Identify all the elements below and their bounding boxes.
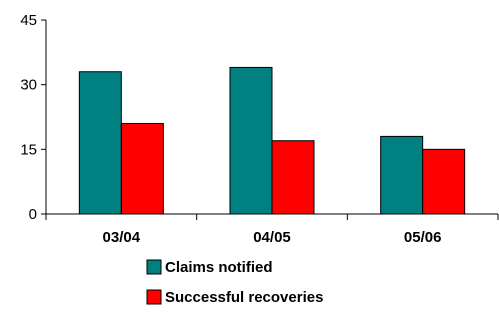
legend-swatch — [146, 289, 162, 305]
bar-successful-recoveries — [271, 140, 315, 215]
x-category-label: 03/04 — [103, 229, 141, 246]
plot-area: 0 15 30 45 03/04 04/05 05/06 — [20, 12, 499, 246]
y-tick-label: 15 — [20, 141, 37, 158]
x-category-label: 04/05 — [253, 229, 291, 246]
y-tick-label: 30 — [20, 77, 37, 94]
legend-label: Claims notified — [165, 259, 273, 276]
bar-claims-notified — [78, 71, 122, 215]
legend: Claims notified Successful recoveries — [146, 259, 323, 306]
bar-claims-notified — [380, 135, 424, 215]
bar-successful-recoveries — [422, 148, 466, 215]
y-tick-label: 45 — [20, 12, 37, 29]
bar-successful-recoveries — [120, 122, 164, 215]
y-tick-label: 0 — [29, 206, 37, 223]
legend-label: Successful recoveries — [165, 289, 323, 306]
x-category-label: 05/06 — [404, 229, 442, 246]
legend-swatch — [146, 259, 162, 275]
bar-claims-notified — [229, 66, 273, 215]
